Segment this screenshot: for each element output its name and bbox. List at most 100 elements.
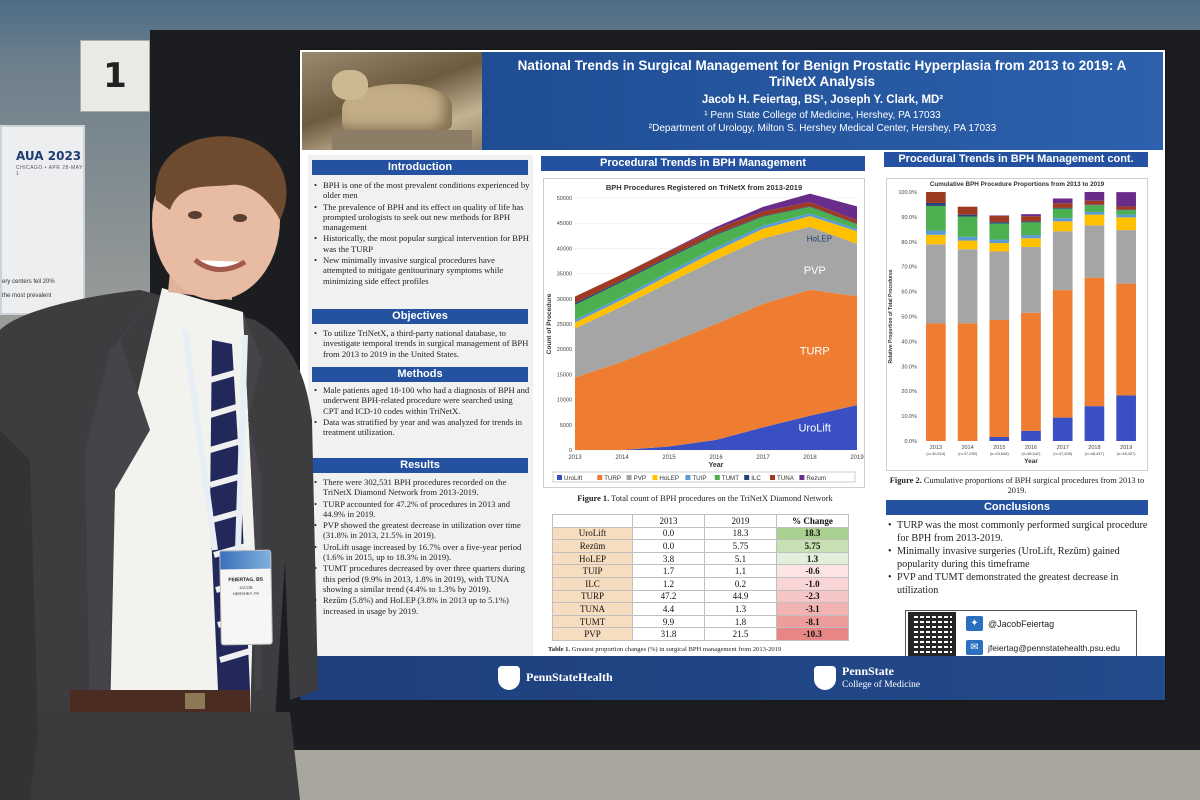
college-of-medicine-text: College of Medicine	[842, 680, 921, 690]
table-cell-change: 5.75	[776, 539, 849, 553]
chart1-legend-swatch	[714, 475, 720, 480]
chart1-area-urolift	[575, 405, 857, 450]
chart2-bar-segment-holep	[957, 240, 978, 250]
table-header: % Change	[776, 514, 849, 528]
figure1-caption: Figure 1. Total count of BPH procedures …	[545, 494, 865, 503]
badge-header	[220, 550, 271, 570]
chart1-xtick-label: 2019	[850, 455, 864, 461]
chart2-bar-segment-holep	[1084, 214, 1105, 226]
chart2-bar-segment-rezum	[1084, 192, 1105, 201]
chart2-xtick-label: 2015	[993, 445, 1005, 451]
table-cell-change: -10.3	[776, 627, 849, 641]
suit-sleeve	[0, 430, 40, 800]
chart2-ytick-label: 20.0%	[901, 389, 917, 395]
table1-caption: Table 1. Greatest proportion changes (%)…	[548, 646, 868, 653]
chart2-bar-segment-holep	[989, 243, 1010, 252]
procedural-trends-heading: Procedural Trends in BPH Management	[541, 156, 865, 171]
chart1-legend-label: UroLift	[564, 475, 583, 482]
introduction-bullet: BPH is one of the most prevalent conditi…	[314, 180, 530, 201]
table-row: PVP 31.8 21.5 -10.3	[552, 627, 849, 641]
chart2-ytick-label: 0.0%	[904, 439, 917, 445]
table-cell-procedure: ILC	[552, 576, 633, 591]
pennstate-logo-text: PennState	[842, 664, 894, 678]
table-body: UroLift 0.0 18.3 18.3 Rezūm 0.0 5.75 5.75 HoLEP 3…	[552, 526, 849, 641]
chart2-bar-segment-tuip	[1052, 218, 1073, 222]
chart2-bar-segment-pvp	[1052, 231, 1073, 291]
chart1-ytick-label: 15000	[557, 372, 572, 378]
chart1-legend-label: TURP	[604, 475, 621, 482]
results-bullet: UroLift usage increased by 16.7% over a …	[314, 542, 530, 563]
chart2-bar-segment-tuna	[926, 192, 946, 203]
chart1-xtick-label: 2014	[615, 455, 629, 461]
table-row: TURP 47.2 44.9 -2.3	[552, 589, 849, 604]
chart2-bar-segment-pvp	[1084, 225, 1105, 278]
chart2-xtick-label: 2013	[930, 445, 942, 451]
figure1-caption-text: Total count of BPH procedures on the Tri…	[609, 494, 833, 503]
chart2-bar-segment-turp	[1052, 290, 1073, 418]
results-heading: Results	[312, 458, 528, 473]
chart2-bar-segment-tumt	[1021, 222, 1041, 236]
chart1-legend-label: Rezum	[806, 475, 826, 482]
badge-location: HERSHEY, PA	[232, 590, 260, 597]
right-eye	[233, 214, 247, 222]
table-cell-procedure: TUMT	[552, 614, 633, 629]
table-row: HoLEP 3.8 5.1 1.3	[552, 551, 849, 566]
chart2-bar-segment-turp	[989, 319, 1010, 438]
booth-number-sign: 1	[80, 40, 150, 112]
table-cell-procedure: PVP	[552, 627, 633, 641]
table-header-row: 2013 2019 % Change	[552, 514, 849, 528]
chart1-legend-swatch	[799, 475, 805, 480]
chart1-legend-label: TUIP	[692, 475, 706, 482]
chart2-bar-segment-rezum	[1052, 198, 1073, 204]
procedural-trends-cont-heading: Procedural Trends in BPH Management cont…	[884, 152, 1148, 167]
nittany-lion-photo	[302, 52, 482, 150]
introduction-bullet: The prevalence of BPH and its effect on …	[314, 202, 530, 233]
conclusions-bullet: Minimally invasive surgeries (UroLift, R…	[888, 546, 1148, 571]
email-icon: ✉	[966, 640, 983, 655]
poster-footer: PennStateHealth PennState College of Med…	[300, 656, 1165, 700]
chart1-legend-swatch	[744, 475, 750, 480]
chart2-bar-segment-tuna	[989, 215, 1010, 223]
chart2-bar-segment-ilc	[989, 222, 1010, 224]
table1-caption-label: Table 1.	[548, 646, 571, 653]
chart2-bar-segment-tuna	[957, 206, 978, 215]
table1-caption-text: Greatest proportion changes (%) in surgi…	[570, 646, 782, 653]
chart1-xtick-label: 2016	[709, 455, 723, 461]
chart2-ylabel: Relative Proportion of Total Procedures	[888, 269, 894, 363]
chart2-bar-segment-ilc	[926, 202, 946, 206]
table-cell-procedure: TUIP	[552, 564, 633, 578]
neighbor-poster-line: the most prevalent	[2, 293, 52, 299]
poster-affiliation-2: ²Department of Urology, Milton S. Hershe…	[648, 123, 997, 134]
table-row: TUIP 1.7 1.1 -0.6	[552, 564, 849, 578]
chart2-bar-segment-pvp	[926, 244, 946, 324]
chart1-xtick-label: 2013	[568, 455, 582, 461]
chart1-area-rezum	[575, 193, 857, 297]
figure2-caption: Figure 2. Cumulative proportions of BPH …	[888, 476, 1146, 496]
chart2-ytick-label: 90.0%	[901, 215, 917, 221]
introduction-text: BPH is one of the most prevalent conditi…	[314, 180, 530, 287]
table-row: TUNA 4.4 1.3 -3.1	[552, 602, 849, 616]
chart2-bar-segment-turp	[926, 323, 946, 441]
chart2-bar-segment-tuna	[1052, 203, 1073, 208]
table-cell-2013: 47.2	[632, 589, 705, 604]
left-eye	[188, 211, 202, 219]
chart1-legend-swatch	[770, 475, 775, 480]
chart2-bar-segment-turp	[1116, 283, 1136, 396]
chart2-bar-segment-tuna	[1084, 200, 1105, 205]
chart2-bar-segment-urolift	[1052, 417, 1073, 441]
table-cell-change: 18.3	[776, 526, 849, 541]
introduction-bullet: New minimally invasive surgical procedur…	[314, 255, 530, 286]
table-cell-2013: 1.2	[632, 576, 705, 591]
lion-statue-head	[332, 70, 368, 100]
chart1-ytick-label: 30000	[557, 297, 572, 303]
results-bullet: PVP showed the greatest decrease in util…	[314, 520, 530, 541]
chart2-xtick-label: 2018	[1088, 445, 1100, 451]
aua-logo-text: AUA 2023	[16, 149, 82, 163]
table-cell-change: -0.6	[776, 564, 849, 578]
table-row: UroLift 0.0 18.3 18.3	[552, 526, 849, 541]
table-cell-2019: 1.8	[704, 614, 777, 629]
chart2-bar-segment-holep	[1021, 238, 1041, 248]
poster-title-band: National Trends in Surgical Management f…	[482, 52, 1163, 150]
results-bullet: There were 302,531 BPH procedures record…	[314, 477, 530, 498]
table-cell-change: -1.0	[776, 576, 849, 591]
